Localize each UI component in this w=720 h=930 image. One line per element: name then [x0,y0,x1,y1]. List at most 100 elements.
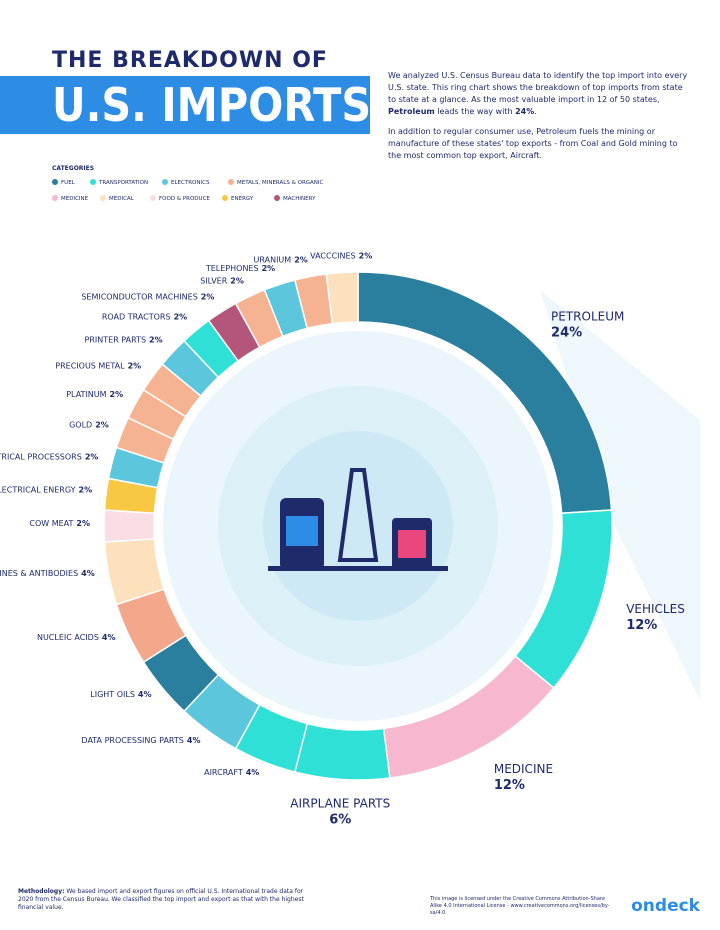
text: We based import and export figures on of… [18,888,304,911]
text: leads the way with [434,107,516,116]
intro: We analyzed U.S. Census Bureau data to i… [388,70,688,170]
value-label: 12% [626,618,657,633]
segment-label: DATA PROCESSING PARTS 4% [81,736,200,745]
segment-label: VACCCINES 2% [310,252,372,261]
segment-label: PETROLEUM 24% [551,309,624,340]
text: . [534,107,537,116]
category-label: PRINTER PARTS [85,336,147,345]
legend-swatch [90,179,96,185]
category-label: GOLD [69,420,92,429]
category-label: VACCCINES [310,252,356,261]
value-label: 2% [128,361,142,370]
legend-label: FUEL [61,180,76,186]
value-label: 24% [551,325,582,340]
category-label: LIGHT OILS [90,690,135,699]
value-label: 2% [110,390,124,399]
segment-label: AIRCRAFT 4% [204,768,259,777]
segment-label: NUCLEIC ACIDS 4% [37,633,116,642]
value-label: 4% [187,736,201,745]
legend-label: MEDICINE [61,196,89,202]
category-label: AIRPLANE PARTS [290,796,390,810]
methodology: Methodology: We based import and export … [18,888,318,912]
segment-label: AIRPLANE PARTS 6% [290,796,390,827]
category-label: PLATINUM [66,390,106,399]
text: 24% [515,107,535,116]
value-label: 4% [102,633,116,642]
legend-swatch [52,195,58,201]
category-label: MEDICINE [494,762,553,776]
legend-title: CATEGORIES [52,165,94,172]
logo: ondeck [631,896,700,916]
ring-segment [103,509,156,543]
value-label: 2% [262,264,276,273]
value-label: 2% [359,252,373,261]
legend-swatch [150,195,156,201]
legend-label: MACHINERY [283,196,316,202]
category-label: URANIUM [254,256,292,265]
text: We analyzed U.S. Census Bureau data to i… [388,71,688,104]
segment-label: PRINTER PARTS 2% [85,336,163,345]
value-label: 12% [494,778,525,793]
legend-swatch [52,179,58,185]
value-label: 2% [174,313,188,322]
category-label: PRECIOUS METAL [55,361,125,370]
category-label: VEHICLES [626,602,685,616]
legend-label: MEDICAL [109,196,135,202]
value-label: 2% [294,256,308,265]
segment-label: LIGHT OILS 4% [90,690,151,699]
ring-segment [325,271,359,325]
legend-label: FOOD & PRODUCE [159,196,210,202]
legend-label: ELECTRONICS [171,180,210,186]
value-label: 4% [138,690,152,699]
segment-label: ROAD TRACTORS 2% [102,313,187,322]
category-label: COW MEAT [29,519,73,528]
value-label: 4% [81,569,95,578]
legend-swatch [162,179,168,185]
value-label: 2% [85,452,99,461]
title-banner [0,76,370,134]
category-label: TELEPHONES [205,264,259,273]
value-label: 2% [149,336,163,345]
category-label: SEMICONDUCTOR MACHINES [81,293,197,302]
ring-segment [293,722,391,781]
title-big: U.S. IMPORTS [52,78,372,132]
category-label: SILVER [200,277,228,286]
intro-paragraph: In addition to regular consumer use, Pet… [388,127,678,160]
value-label: 2% [76,519,90,528]
value-label: 2% [95,420,109,429]
text: Petroleum [388,107,435,116]
text: Methodology: [18,888,65,895]
legend-label: ENERGY [231,196,254,202]
value-label: 2% [79,485,93,494]
category-label: VACCINES & ANTIBODIES [0,569,78,578]
category-label: ELECTRICAL PROCESSORS [0,452,82,461]
category-label: DATA PROCESSING PARTS [81,736,183,745]
legend-label: METALS, MINERALS & ORGANIC [237,180,324,186]
segment-label: PRECIOUS METAL 2% [55,361,141,370]
legend-swatch [100,195,106,201]
legend-swatch [274,195,280,201]
value-label: 4% [246,768,260,777]
segment-label: URANIUM 2% [254,256,308,265]
shadow [540,290,700,700]
segment-label: SEMICONDUCTOR MACHINES 2% [81,293,214,302]
title-small: THE BREAKDOWN OF [52,48,328,73]
segment-label: GOLD 2% [69,420,109,429]
inner-disk [263,431,453,621]
value-label: 6% [329,812,351,827]
license: This image is licensed under the Creativ… [430,896,610,916]
value-label: 2% [230,277,244,286]
segment-label: VEHICLES 12% [626,602,685,633]
value-label: 2% [201,293,215,302]
segment-label: ELECTRICAL ENERGY 2% [0,485,92,494]
category-label: ELECTRICAL ENERGY [0,485,76,494]
segment-label: PLATINUM 2% [66,390,123,399]
segment-label: SILVER 2% [200,277,244,286]
legend-swatch [222,195,228,201]
category-label: PETROLEUM [551,309,624,323]
category-label: ROAD TRACTORS [102,313,171,322]
ring-chart: CATEGORIES FUEL TRANSPORTATION ELECTRONICS M… [0,165,700,827]
